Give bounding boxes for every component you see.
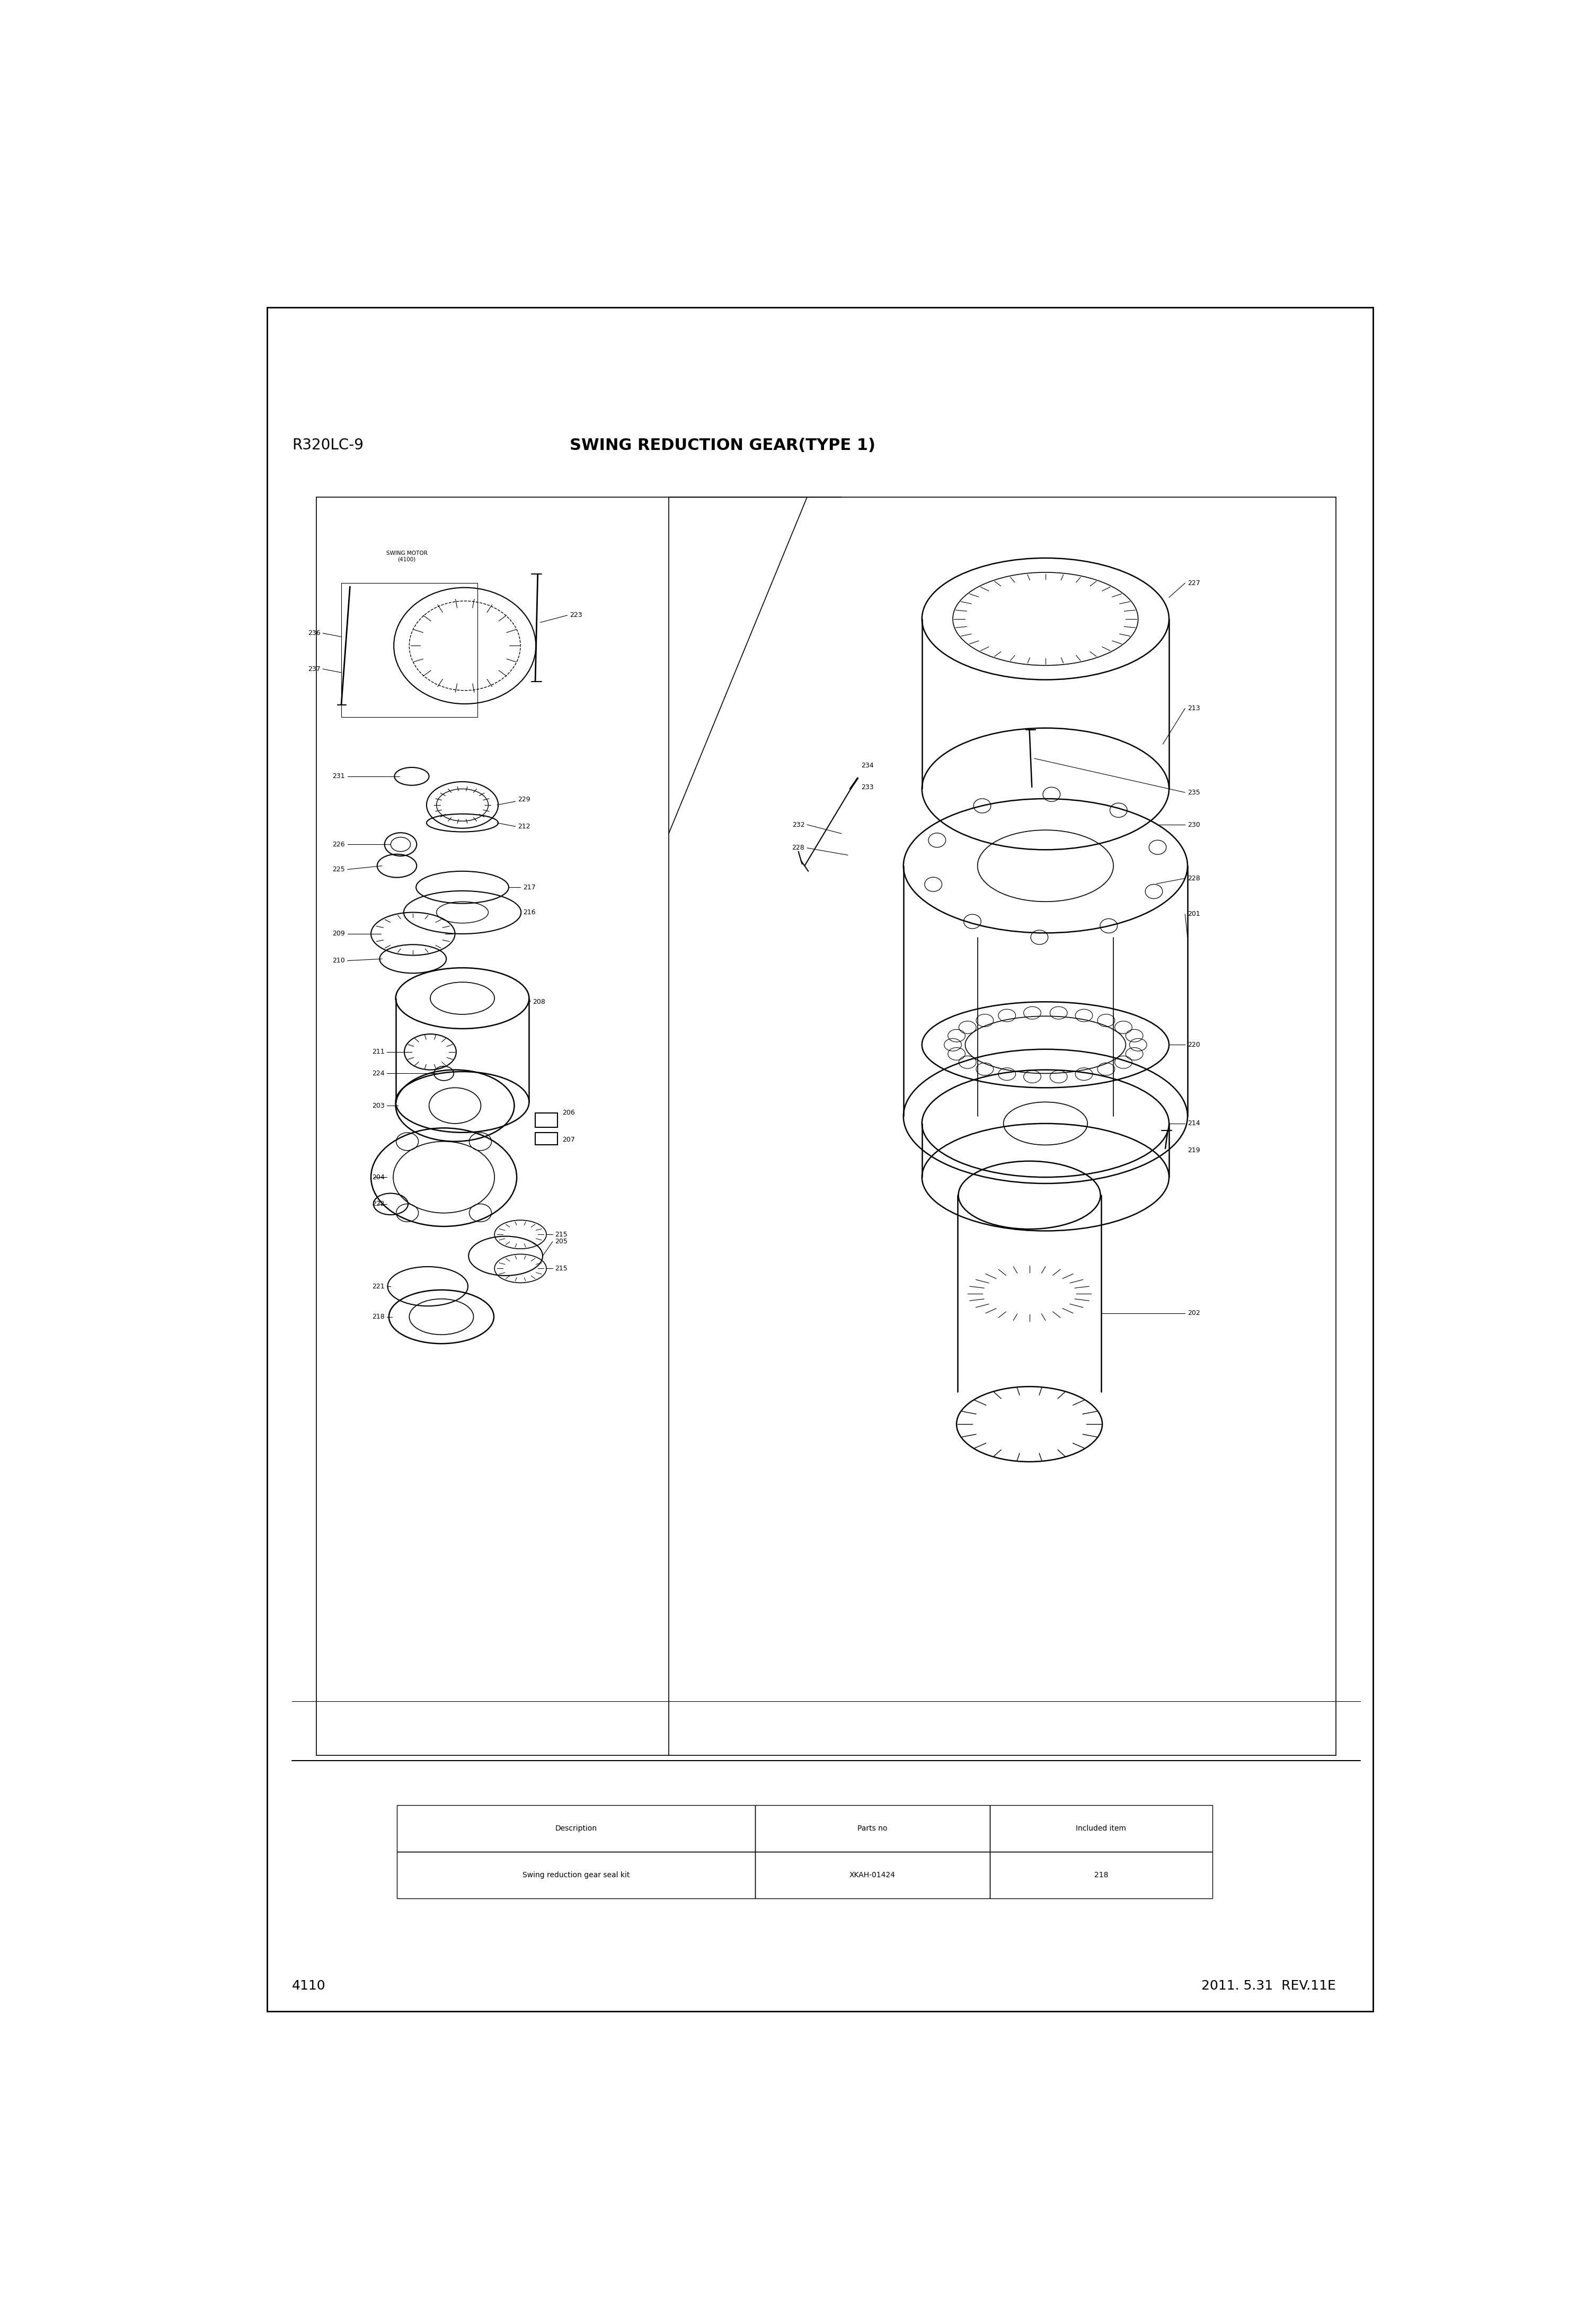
Text: 211: 211 <box>371 1048 384 1055</box>
Text: 230: 230 <box>1188 820 1200 827</box>
Text: 225: 225 <box>333 867 344 874</box>
Text: 212: 212 <box>518 823 531 830</box>
Text: 228: 228 <box>792 844 805 851</box>
Text: 209: 209 <box>333 930 344 937</box>
Text: 204: 204 <box>371 1174 384 1181</box>
Text: 224: 224 <box>371 1069 384 1076</box>
Text: 218: 218 <box>1093 1871 1108 1878</box>
Text: 218: 218 <box>371 1313 384 1320</box>
Text: Included item: Included item <box>1076 1824 1127 1831</box>
Text: 216: 216 <box>523 909 536 916</box>
Text: Swing reduction gear seal kit: Swing reduction gear seal kit <box>523 1871 630 1878</box>
Text: Parts no: Parts no <box>858 1824 888 1831</box>
Text: 208: 208 <box>532 999 545 1006</box>
Text: SWING REDUCTION GEAR(TYPE 1): SWING REDUCTION GEAR(TYPE 1) <box>571 437 875 453</box>
Text: 220: 220 <box>1188 1041 1200 1048</box>
Text: 207: 207 <box>563 1136 575 1143</box>
Text: 219: 219 <box>1188 1148 1200 1153</box>
Bar <box>268 307 1372 2010</box>
Text: 213: 213 <box>1188 704 1200 711</box>
Text: 201: 201 <box>1188 911 1200 918</box>
Text: 226: 226 <box>333 841 344 848</box>
Text: 2011. 5.31  REV.11E: 2011. 5.31 REV.11E <box>1202 1980 1336 1992</box>
Text: 215: 215 <box>555 1264 567 1271</box>
Text: 232: 232 <box>792 820 805 827</box>
Bar <box>341 583 477 718</box>
Text: 223: 223 <box>571 611 582 618</box>
Text: 217: 217 <box>523 883 536 890</box>
Text: 215: 215 <box>555 1232 567 1239</box>
Text: 203: 203 <box>371 1102 384 1109</box>
Text: 229: 229 <box>518 797 531 804</box>
Text: 227: 227 <box>1188 579 1200 586</box>
Text: 222: 222 <box>371 1202 384 1208</box>
Text: 228: 228 <box>1188 874 1200 881</box>
Text: 210: 210 <box>333 957 344 964</box>
Text: 235: 235 <box>1188 790 1200 795</box>
Text: 234: 234 <box>861 762 874 769</box>
Text: Description: Description <box>555 1824 598 1831</box>
Text: XKAH-01424: XKAH-01424 <box>850 1871 896 1878</box>
Text: 237: 237 <box>308 665 320 672</box>
Text: 233: 233 <box>861 783 874 790</box>
Bar <box>990 1806 1211 1852</box>
Bar <box>397 1852 756 1899</box>
Text: 205: 205 <box>555 1239 567 1246</box>
Text: 221: 221 <box>371 1283 384 1290</box>
Text: SWING MOTOR
(4100): SWING MOTOR (4100) <box>386 551 427 562</box>
Text: R320LC-9: R320LC-9 <box>292 437 363 453</box>
Text: 214: 214 <box>1188 1120 1200 1127</box>
Text: 236: 236 <box>308 630 320 637</box>
Text: 202: 202 <box>1188 1311 1200 1318</box>
Bar <box>756 1852 990 1899</box>
Bar <box>756 1806 990 1852</box>
Bar <box>397 1806 756 1852</box>
Text: 206: 206 <box>563 1109 575 1116</box>
Text: 4110: 4110 <box>292 1980 325 1992</box>
Bar <box>990 1852 1211 1899</box>
Text: 231: 231 <box>333 774 344 781</box>
